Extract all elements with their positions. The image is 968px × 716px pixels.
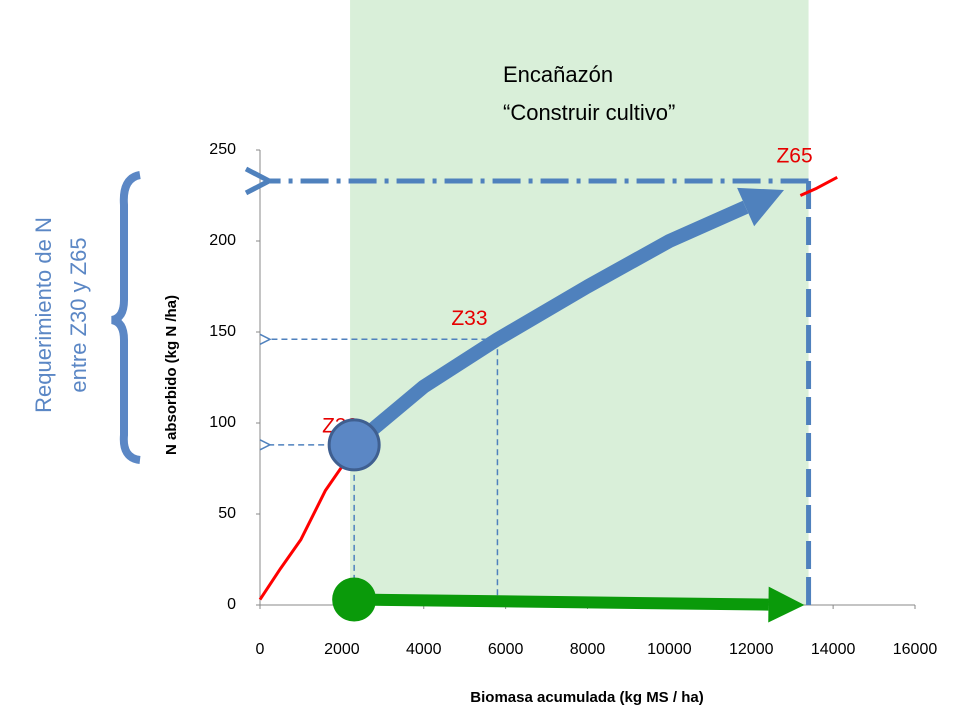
x-tick-label: 0: [256, 641, 265, 658]
arrow-head: [737, 187, 784, 227]
stage-label: Z65: [776, 144, 812, 167]
x-tick-label: 12000: [729, 641, 774, 658]
note-line: entre Z30 y Z65: [66, 237, 91, 392]
phase-label: Encañazón: [503, 62, 613, 87]
y-tick-label: 250: [209, 141, 236, 158]
y-axis-title: N absorbido (kg N /ha): [163, 295, 180, 455]
start-marker: [327, 418, 381, 472]
x-tick-label: 6000: [488, 641, 524, 658]
series-line: [349, 200, 749, 451]
background-layer: [350, 0, 809, 605]
series-line: [354, 593, 769, 611]
y-tick-label: 100: [209, 414, 236, 431]
y-tick-label: 150: [209, 323, 236, 340]
x-tick-label: 4000: [406, 641, 442, 658]
phase-label: “Construir cultivo”: [503, 100, 675, 125]
x-tick-label: 14000: [811, 641, 856, 658]
start-marker: [332, 577, 377, 622]
series-line: [799, 175, 838, 197]
x-tick-label: 10000: [647, 641, 692, 658]
phase-region: [350, 0, 809, 605]
y-tick-label: 50: [218, 505, 236, 522]
y-tick-label: 0: [227, 596, 236, 613]
x-tick-label: 16000: [893, 641, 938, 658]
brace: [110, 171, 142, 464]
x-tick-label: 8000: [570, 641, 606, 658]
series-line: [258, 444, 356, 601]
stage-label: Z33: [451, 307, 487, 330]
x-tick-label: 2000: [324, 641, 360, 658]
y-tick-label: 200: [209, 232, 236, 249]
arrow-head: [768, 586, 805, 623]
note-line: Requerimiento de N: [31, 217, 56, 413]
x-axis-title: Biomasa acumulada (kg MS / ha): [470, 689, 703, 706]
